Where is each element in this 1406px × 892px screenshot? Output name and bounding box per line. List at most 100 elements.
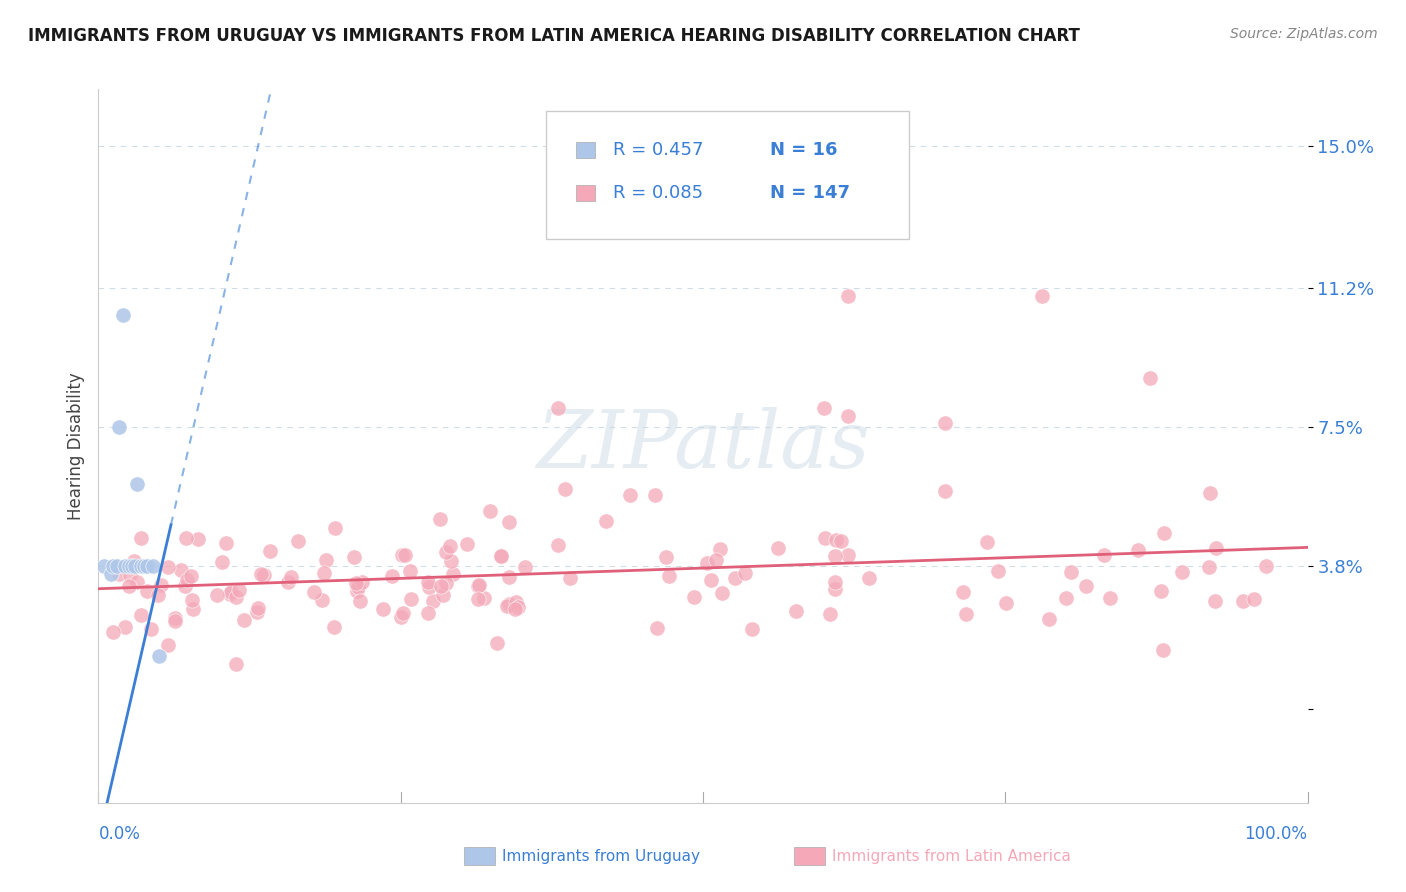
Text: IMMIGRANTS FROM URUGUAY VS IMMIGRANTS FROM LATIN AMERICA HEARING DISABILITY CORR: IMMIGRANTS FROM URUGUAY VS IMMIGRANTS FR… — [28, 27, 1080, 45]
Point — [215, 536, 238, 550]
Point — [467, 579, 489, 593]
Point — [187, 532, 209, 546]
Point — [1198, 559, 1220, 574]
Point — [434, 575, 457, 590]
Point — [1128, 542, 1150, 557]
Point — [149, 578, 172, 592]
Point — [456, 537, 478, 551]
Point — [101, 624, 124, 639]
Point — [108, 420, 131, 434]
Point — [1076, 579, 1098, 593]
Point — [934, 417, 956, 431]
Point — [515, 559, 537, 574]
Point — [118, 568, 141, 582]
Point — [505, 601, 527, 615]
Point — [934, 484, 956, 499]
Point — [1038, 612, 1060, 626]
Point — [352, 575, 374, 590]
Point — [734, 566, 756, 581]
Point — [1243, 591, 1265, 606]
Point — [554, 482, 576, 496]
Point — [399, 564, 422, 578]
Point — [129, 607, 152, 622]
Point — [547, 539, 569, 553]
Point — [814, 532, 837, 546]
Point — [489, 549, 512, 563]
Point — [392, 606, 415, 620]
Point — [765, 194, 787, 209]
Text: Immigrants from Uruguay: Immigrants from Uruguay — [502, 849, 700, 863]
Text: N = 16: N = 16 — [769, 141, 837, 159]
Point — [1153, 525, 1175, 540]
Point — [704, 553, 727, 567]
FancyBboxPatch shape — [576, 142, 595, 158]
Point — [1171, 565, 1194, 579]
Point — [813, 401, 835, 416]
Point — [441, 567, 464, 582]
Point — [346, 580, 368, 594]
Text: R = 0.085: R = 0.085 — [613, 184, 703, 202]
Point — [976, 534, 998, 549]
Point — [180, 569, 202, 583]
Point — [391, 548, 413, 562]
Point — [498, 598, 520, 612]
Point — [416, 574, 439, 589]
Point — [496, 599, 519, 613]
Point — [114, 620, 136, 634]
Point — [118, 579, 141, 593]
Point — [205, 588, 228, 602]
Point — [121, 559, 143, 574]
Text: 0.0%: 0.0% — [98, 825, 141, 843]
Point — [371, 602, 394, 616]
Point — [211, 555, 233, 569]
Point — [440, 554, 463, 568]
FancyBboxPatch shape — [546, 111, 908, 239]
Point — [683, 590, 706, 604]
Point — [506, 600, 529, 615]
Point — [987, 564, 1010, 578]
Point — [789, 221, 811, 235]
Point — [302, 585, 325, 599]
Point — [485, 635, 508, 649]
Y-axis label: Hearing Disability: Hearing Disability — [66, 372, 84, 520]
Point — [1056, 591, 1078, 606]
Point — [432, 588, 454, 602]
Point — [491, 549, 513, 563]
Point — [1060, 565, 1083, 579]
Point — [547, 401, 569, 416]
Point — [644, 488, 666, 502]
Text: R = 0.457: R = 0.457 — [613, 141, 703, 159]
Point — [1199, 486, 1222, 500]
Point — [127, 575, 149, 590]
Point — [498, 570, 520, 584]
Point — [108, 567, 131, 582]
Point — [741, 622, 763, 636]
Point — [233, 613, 256, 627]
Point — [311, 593, 333, 607]
Point — [169, 563, 191, 577]
Point — [118, 559, 141, 574]
Point — [146, 588, 169, 602]
Point — [142, 559, 165, 574]
Point — [478, 504, 501, 518]
Point — [381, 569, 404, 583]
Point — [174, 579, 197, 593]
Point — [287, 533, 309, 548]
Point — [323, 521, 346, 535]
Point — [250, 567, 273, 582]
Point — [837, 409, 859, 423]
Point — [124, 559, 146, 574]
Point — [181, 602, 204, 616]
Point — [824, 549, 846, 564]
Point — [129, 559, 152, 574]
Point — [401, 592, 423, 607]
Point — [439, 539, 461, 553]
Point — [127, 476, 149, 491]
Point — [1232, 594, 1254, 608]
Point — [100, 566, 122, 581]
Point — [344, 576, 367, 591]
Point — [315, 553, 337, 567]
Point — [253, 568, 276, 582]
Point — [837, 548, 859, 562]
Point — [176, 573, 198, 587]
